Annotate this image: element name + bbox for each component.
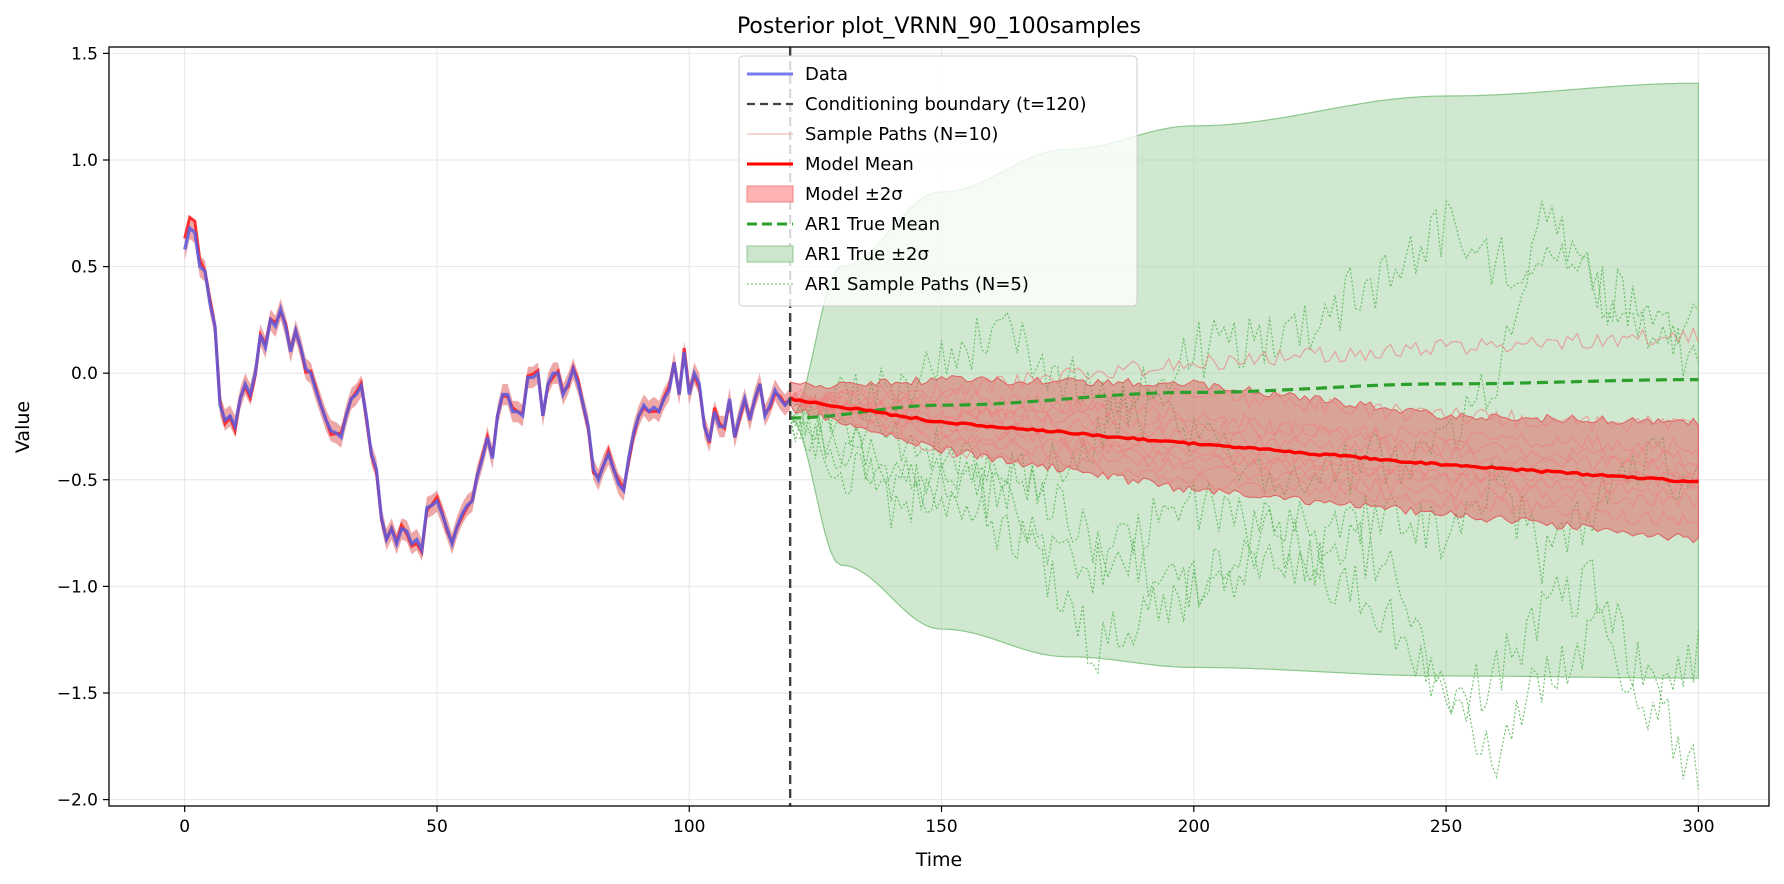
legend-label: Conditioning boundary (t=120): [805, 94, 1086, 115]
chart-title: Posterior plot_VRNN_90_100samples: [737, 14, 1141, 39]
legend-swatch: [746, 245, 794, 263]
legend-label: AR1 True Mean: [805, 214, 940, 235]
legend: Data Conditioning boundary (t=120) Sample …: [738, 55, 1138, 307]
legend-label: Data: [805, 64, 848, 85]
y-tick-label: 0.0: [71, 364, 98, 384]
legend-label: Model ±2σ: [805, 184, 903, 205]
ar1-sample-path: [789, 199, 1699, 519]
ar1-sample-path: [789, 200, 1699, 497]
y-axis-ticks: −2.0 −1.5 −1.0 −0.5 0.0 0.5 1.0 1.5: [57, 44, 109, 811]
x-tick-label: 50: [426, 817, 448, 837]
legend-label: AR1 Sample Paths (N=5): [805, 274, 1029, 295]
ar1-sample-path: [789, 417, 1699, 608]
data-layer: [183, 214, 792, 557]
x-axis-ticks: 0 50 100 150 200 250 300: [179, 806, 1715, 837]
y-tick-label: 1.0: [71, 151, 98, 171]
data-line: [183, 225, 792, 556]
model-mean-line: [789, 396, 1699, 484]
x-axis-label: Time: [915, 849, 963, 871]
y-tick-label: 1.5: [71, 44, 98, 64]
legend-swatch: [746, 185, 794, 203]
model-sample-path: [789, 392, 1699, 528]
x-tick-label: 300: [1682, 817, 1714, 837]
x-tick-label: 100: [673, 817, 705, 837]
model-sample-path: [789, 388, 1699, 468]
x-tick-label: 0: [179, 817, 190, 837]
legend-box: [738, 55, 1138, 307]
model-mean-layer: [789, 396, 1699, 484]
y-tick-label: −2.0: [57, 791, 98, 811]
legend-label: Model Mean: [805, 154, 914, 175]
y-tick-label: −0.5: [57, 471, 98, 491]
model-sample-path: [789, 392, 1699, 456]
x-tick-label: 150: [925, 817, 957, 837]
x-tick-label: 250: [1430, 817, 1462, 837]
y-axis-label: Value: [12, 401, 34, 453]
y-tick-label: 0.5: [71, 258, 98, 278]
plot-frame: [108, 46, 1770, 807]
model-sample-paths: [789, 326, 1699, 528]
y-tick-label: −1.0: [57, 577, 98, 597]
legend-label: AR1 True ±2σ: [805, 244, 929, 265]
ar1-true-mean-line: [790, 378, 1699, 420]
y-tick-label: −1.5: [57, 684, 98, 704]
ar1-mean-layer: [790, 378, 1699, 420]
legend-label: Sample Paths (N=10): [805, 124, 998, 145]
ar1-sample-path: [789, 401, 1699, 780]
model-sample-path: [789, 396, 1699, 509]
model-sample-path: [789, 387, 1699, 433]
ar1-sample-path: [789, 393, 1699, 790]
x-tick-label: 200: [1178, 817, 1210, 837]
ar1-sample-paths: [789, 199, 1699, 790]
model-sample-path: [789, 393, 1699, 476]
